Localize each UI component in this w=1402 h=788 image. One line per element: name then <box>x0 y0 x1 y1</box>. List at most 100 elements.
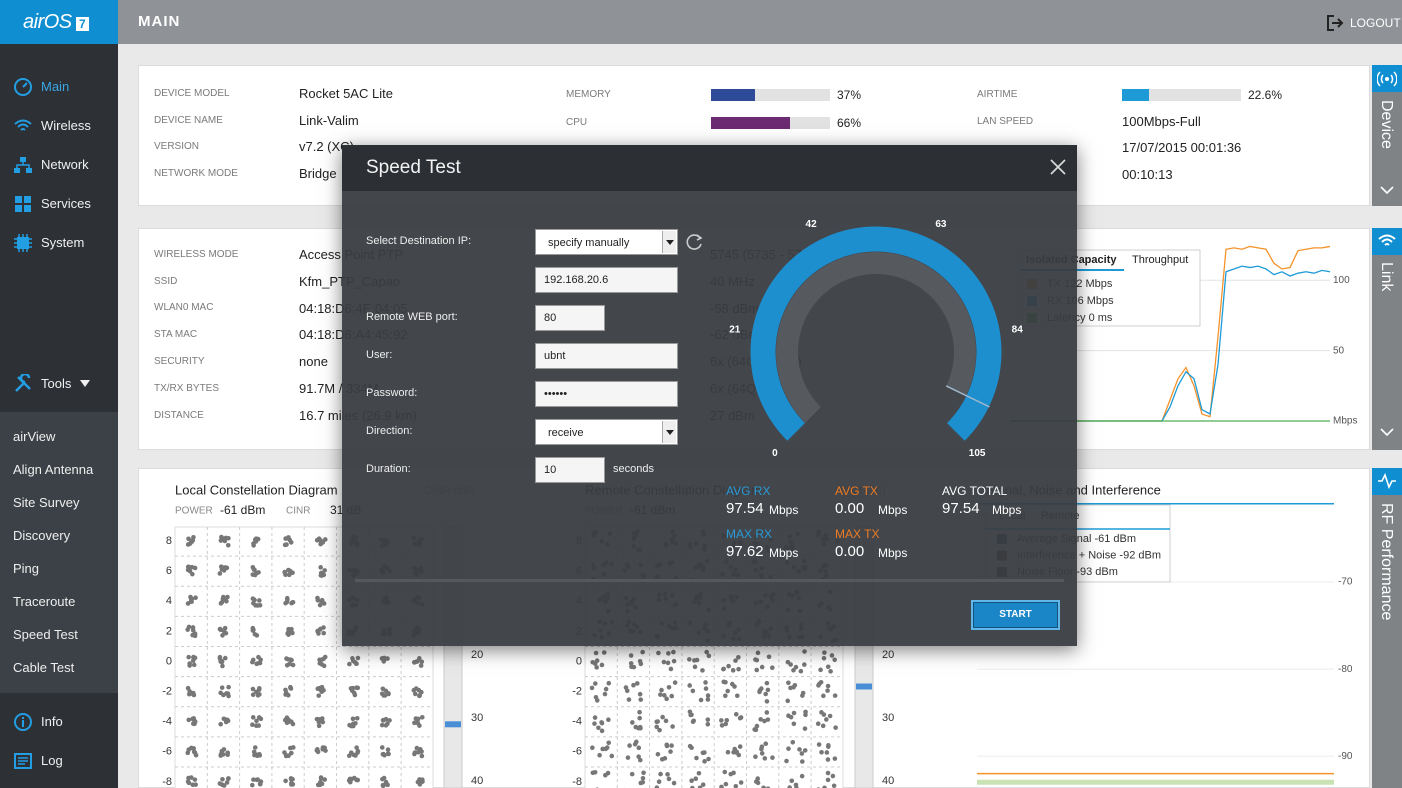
constellation-dot <box>192 777 198 782</box>
constellation-dot <box>226 535 231 541</box>
tool-item[interactable]: Ping <box>13 560 40 576</box>
constellation-dot <box>252 631 258 637</box>
constellation-dot <box>640 780 646 785</box>
constellation-dot <box>286 535 291 540</box>
nav-item[interactable]: Log <box>41 752 63 768</box>
meter-value: 22.6% <box>1248 87 1283 102</box>
constellation-dot <box>654 724 660 730</box>
field-value: Bridge <box>299 166 337 182</box>
constellation-dot <box>763 741 769 746</box>
field-label: DEVICE MODEL <box>154 87 230 99</box>
constellation-dot <box>256 723 262 728</box>
constellation-dot <box>254 689 259 695</box>
tool-item[interactable]: Discovery <box>13 527 71 543</box>
cinr-tick-label: 20 <box>471 649 483 661</box>
nav-item[interactable]: Services <box>41 195 91 211</box>
meter-bar <box>711 117 790 129</box>
constellation-dot <box>706 653 712 659</box>
constellation-dot <box>185 567 191 573</box>
constellation-dot <box>629 771 635 777</box>
constellation-dot <box>821 655 827 661</box>
constellation-dot <box>596 725 601 731</box>
constellation-dot <box>318 565 323 570</box>
y-tick-label: -8 <box>162 776 172 788</box>
constellation-dot <box>655 751 661 757</box>
constellation-dot <box>221 783 227 788</box>
select[interactable]: receive <box>535 419 678 445</box>
constellation-dot <box>669 693 675 699</box>
constellation-dot <box>290 776 295 782</box>
text-input[interactable]: 192.168.20.6 <box>535 267 678 293</box>
nav-item[interactable]: Info <box>41 713 63 729</box>
constellation-dot <box>784 758 789 764</box>
constellation-dot <box>355 750 360 755</box>
constellation-dot <box>285 656 291 662</box>
constellation-dot <box>350 716 356 722</box>
tool-item[interactable]: Speed Test <box>13 626 78 642</box>
legend-tab[interactable]: Throughput <box>1132 254 1188 266</box>
text-input[interactable]: •••••• <box>535 381 678 407</box>
constellation-dot <box>754 723 760 729</box>
constellation-dot <box>217 571 223 576</box>
constellation-dot <box>790 739 796 745</box>
tool-item[interactable]: Traceroute <box>13 593 76 609</box>
constellation-dot <box>218 659 223 664</box>
nav-icon <box>1378 234 1396 246</box>
text-input[interactable]: 80 <box>535 305 605 331</box>
text-input[interactable]: 10 <box>535 457 605 483</box>
y-tick-label: 2 <box>166 625 172 637</box>
text-input[interactable]: ubnt <box>535 343 678 369</box>
nav-item[interactable]: Wireless <box>41 117 91 133</box>
close-button[interactable] <box>1049 158 1067 176</box>
constellation-dot <box>662 692 667 698</box>
select[interactable]: specify manually <box>535 229 678 255</box>
constellation-dot <box>250 722 255 728</box>
field-label: SECURITY <box>154 356 205 367</box>
nav-item[interactable]: System <box>41 234 85 250</box>
constellation-dot <box>284 753 289 758</box>
tool-item[interactable]: airView <box>13 428 56 444</box>
constellation-dot <box>754 667 760 673</box>
constellation-dot <box>737 715 743 721</box>
field-label: DISTANCE <box>154 409 204 421</box>
tool-item[interactable]: Site Survey <box>13 494 80 510</box>
constellation-dot <box>827 713 833 719</box>
constellation-dot <box>816 742 822 747</box>
constellation-dot <box>283 572 288 578</box>
nav-icon <box>14 753 32 769</box>
constellation-dot <box>690 688 696 694</box>
nav-item[interactable]: Network <box>41 156 89 172</box>
constellation-dot <box>762 756 768 761</box>
constellation-dot <box>350 656 355 661</box>
constellation-dot <box>763 691 768 697</box>
nav-icon <box>15 196 31 212</box>
result-value: 0.00 <box>835 542 865 560</box>
constellation-dot <box>789 778 795 784</box>
field-label: WIRELESS MODE <box>154 248 239 260</box>
constellation-dot <box>832 657 837 663</box>
constellation-dot <box>786 680 791 686</box>
constellation-dot <box>226 776 231 781</box>
meter-value: 66% <box>837 115 862 130</box>
constellation-dot <box>256 654 261 660</box>
constellation-dot <box>723 693 728 699</box>
nav-item[interactable]: Main <box>41 78 70 94</box>
constellation-dot <box>250 657 256 663</box>
nav-tools[interactable]: Tools <box>41 375 72 391</box>
logout[interactable]: LOGOUT <box>1350 15 1401 30</box>
field-value: Rocket 5AC Lite <box>299 85 393 101</box>
constellation-dot <box>822 785 827 788</box>
constellation-dot <box>224 780 230 785</box>
meter-label: AIRTIME <box>977 88 1018 100</box>
tool-item[interactable]: Align Antenna <box>13 461 94 477</box>
constellation-dot <box>765 687 771 693</box>
constellation-dot <box>825 688 830 693</box>
constellation-dot <box>283 778 288 784</box>
constellation-dot <box>696 770 702 776</box>
tool-item[interactable]: Cable Test <box>13 659 75 675</box>
refresh-button[interactable] <box>685 232 705 252</box>
gauge-tick-label: 21 <box>729 324 741 335</box>
constellation-dot <box>226 693 231 699</box>
constellation-dot <box>251 567 257 572</box>
start-button[interactable]: START <box>971 600 1060 630</box>
